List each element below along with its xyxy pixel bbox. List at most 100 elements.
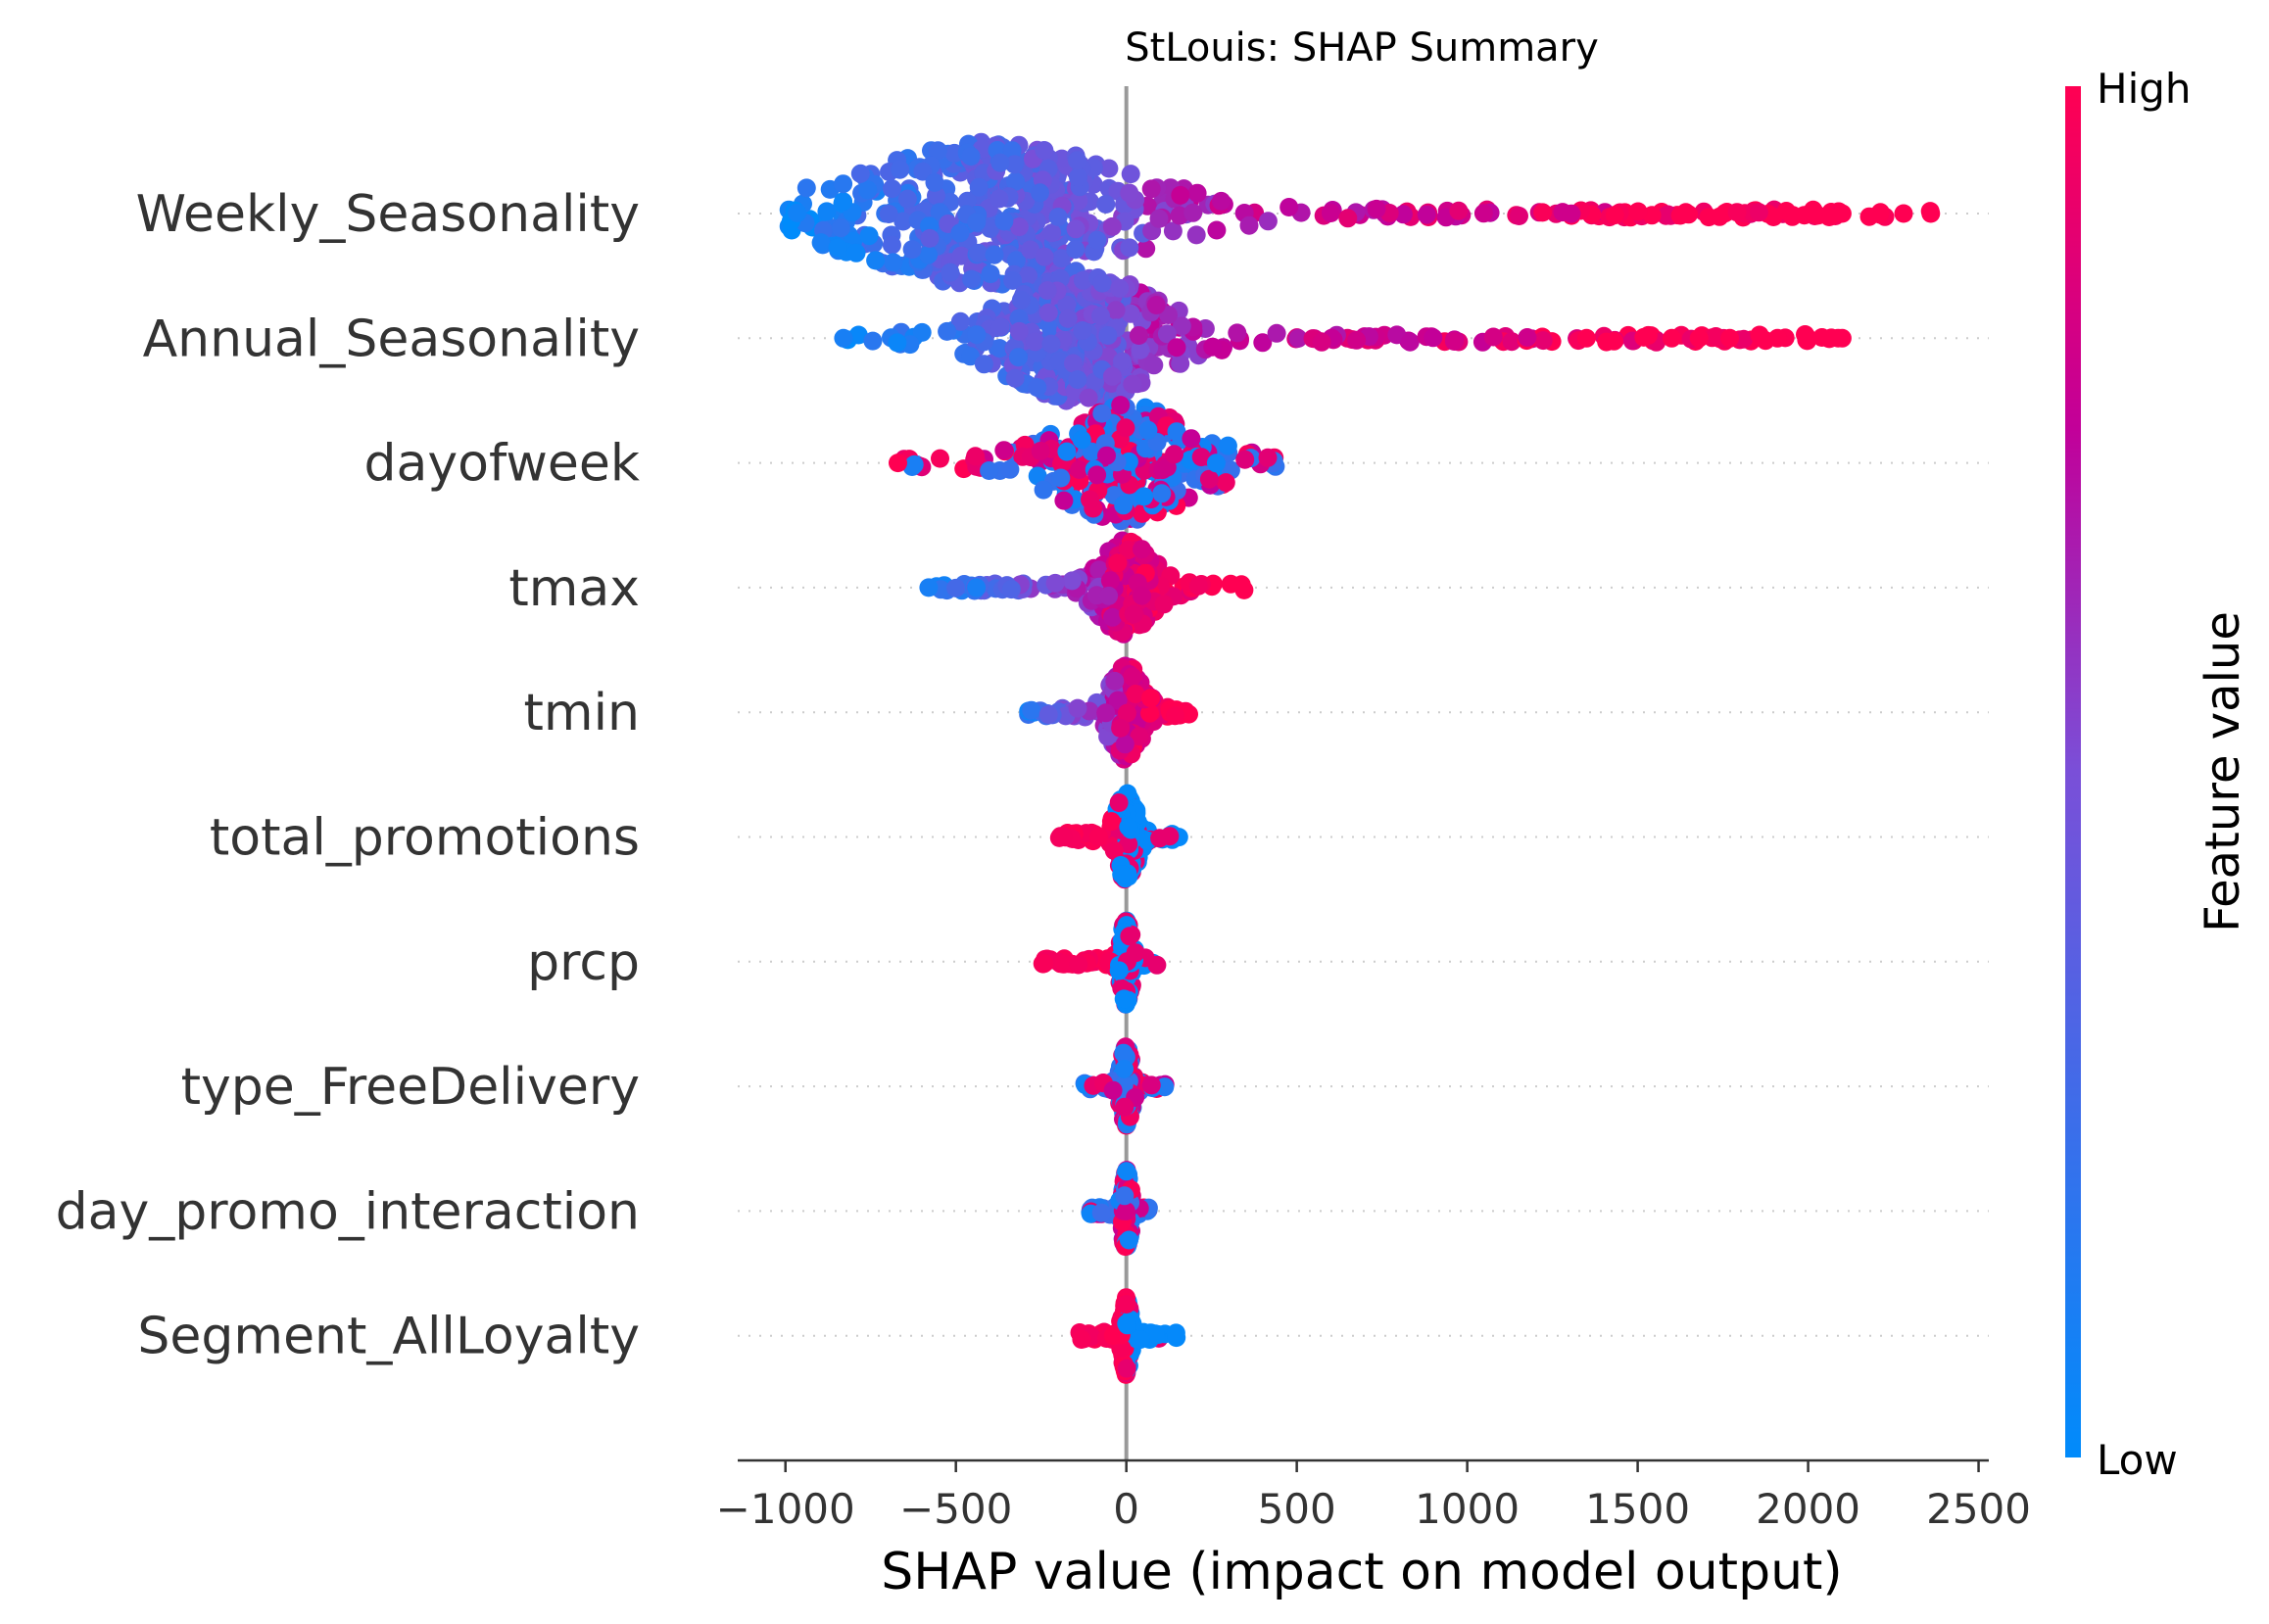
- shap-point: [1034, 480, 1053, 500]
- shap-point: [967, 578, 987, 597]
- shap-point: [1070, 460, 1089, 479]
- feature-labels: Weekly_Seasonality Annual_Seasonalitydayo…: [56, 185, 640, 1366]
- shap-point: [1112, 865, 1132, 884]
- colorbar-title: Feature value: [2196, 611, 2250, 932]
- shap-point: [1188, 576, 1208, 596]
- shap-point: [1444, 332, 1464, 351]
- shap-point: [1119, 541, 1137, 559]
- x-tick-label: 0: [1113, 1485, 1139, 1533]
- shap-point: [1057, 442, 1077, 461]
- shap-point: [1510, 207, 1528, 225]
- shap-point: [1812, 328, 1832, 347]
- feature-label: prcp: [527, 933, 640, 992]
- shap-point: [1605, 206, 1624, 225]
- shap-point: [990, 339, 1009, 358]
- shap-point: [1804, 200, 1823, 219]
- shap-point: [1207, 220, 1227, 240]
- shap-point: [1165, 445, 1183, 464]
- shap-point: [1140, 703, 1159, 723]
- shap-point: [1028, 378, 1047, 398]
- colorbar-low-label: Low: [2097, 1436, 2178, 1484]
- shap-point: [1115, 1186, 1134, 1206]
- shap-point: [1079, 388, 1098, 407]
- shap-point: [1108, 691, 1128, 710]
- shap-point: [1424, 328, 1443, 348]
- shap-point: [1119, 817, 1138, 836]
- shap-point: [1832, 328, 1852, 348]
- shap-point: [1199, 469, 1219, 489]
- shap-point: [834, 192, 853, 212]
- shap-point: [1057, 295, 1077, 314]
- feature-label: dayofweek: [364, 435, 640, 494]
- shap-point: [1092, 273, 1112, 293]
- shap-point: [1087, 465, 1107, 485]
- shap-point: [1042, 223, 1062, 243]
- shap-point: [1009, 309, 1029, 328]
- shap-point: [1073, 321, 1092, 340]
- x-tick-label: 500: [1258, 1485, 1336, 1533]
- data-points: [779, 132, 1941, 1384]
- shap-point: [884, 253, 903, 272]
- shap-point: [1131, 1330, 1150, 1350]
- shap-point: [1073, 270, 1092, 290]
- shap-point: [1069, 955, 1088, 975]
- shap-point: [1239, 215, 1259, 235]
- shap-point: [1114, 989, 1134, 1009]
- shap-point: [883, 179, 901, 199]
- x-tick-label: 2000: [1756, 1485, 1860, 1533]
- shap-point: [1068, 370, 1087, 389]
- shap-point: [1216, 473, 1235, 493]
- shap-point: [1258, 448, 1278, 467]
- shap-point: [1109, 961, 1129, 980]
- shap-point: [1117, 1359, 1136, 1378]
- shap-point: [1091, 307, 1110, 325]
- shap-point: [1058, 309, 1078, 328]
- feature-points-total_promotions: [1049, 784, 1188, 889]
- shap-point: [1105, 671, 1125, 691]
- shap-point: [1096, 195, 1116, 214]
- shap-point: [879, 205, 898, 223]
- shap-point: [1767, 328, 1787, 348]
- feature-label: type_FreeDelivery: [181, 1058, 640, 1117]
- shap-point: [1288, 329, 1308, 348]
- shap-point: [1072, 430, 1091, 450]
- shap-point: [797, 178, 816, 198]
- shap-point: [1894, 204, 1913, 223]
- shap-point: [1054, 954, 1074, 974]
- shap-point: [1727, 203, 1747, 222]
- shap-point: [1212, 191, 1231, 211]
- shap-point: [1006, 251, 1026, 270]
- shap-point: [1136, 239, 1156, 259]
- shap-point: [969, 243, 989, 263]
- feature-label: total_promotions: [210, 809, 640, 868]
- shap-point: [961, 147, 981, 167]
- shap-point: [981, 264, 1000, 284]
- shap-point: [1533, 203, 1552, 222]
- feature-label: Annual_Seasonality: [143, 310, 640, 368]
- shap-point: [1258, 212, 1278, 231]
- shap-point: [1221, 574, 1240, 594]
- shap-point: [1117, 1162, 1136, 1181]
- shap-point: [1562, 204, 1581, 223]
- shap-point: [1116, 1202, 1135, 1220]
- shap-point: [1321, 204, 1340, 222]
- feature-points-tmax: [919, 531, 1254, 644]
- shap-point: [1100, 571, 1120, 591]
- shap-point: [1117, 703, 1136, 723]
- shap-point: [1111, 396, 1131, 415]
- shap-point: [928, 141, 947, 161]
- shap-point: [912, 322, 932, 342]
- shap-point: [1134, 487, 1154, 506]
- shap-point: [1097, 446, 1116, 465]
- colorbar: [2065, 86, 2081, 1457]
- shap-point: [1113, 352, 1132, 371]
- feature-points-Annual_Seasonality: [834, 263, 1852, 410]
- shap-point: [1133, 586, 1151, 605]
- shap-point: [1099, 159, 1119, 178]
- shap-point: [957, 191, 977, 211]
- shap-point: [1011, 290, 1031, 310]
- shap-point: [846, 243, 866, 263]
- shap-point: [848, 325, 868, 345]
- shap-point: [966, 447, 986, 466]
